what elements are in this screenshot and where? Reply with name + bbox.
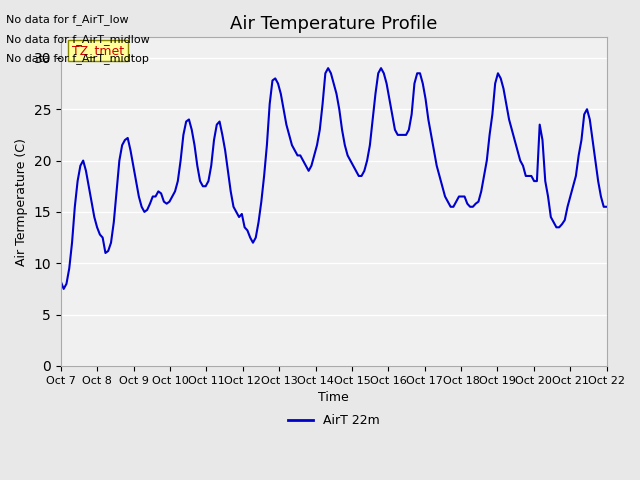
Text: No data for f_AirT_midtop: No data for f_AirT_midtop (6, 53, 149, 64)
Legend: AirT 22m: AirT 22m (283, 409, 385, 432)
Text: No data for f_AirT_midlow: No data for f_AirT_midlow (6, 34, 150, 45)
Text: No data for f_AirT_low: No data for f_AirT_low (6, 14, 129, 25)
Y-axis label: Air Termperature (C): Air Termperature (C) (15, 138, 28, 265)
X-axis label: Time: Time (318, 391, 349, 404)
Title: Air Temperature Profile: Air Temperature Profile (230, 15, 437, 33)
Text: TZ_tmet: TZ_tmet (72, 44, 124, 57)
